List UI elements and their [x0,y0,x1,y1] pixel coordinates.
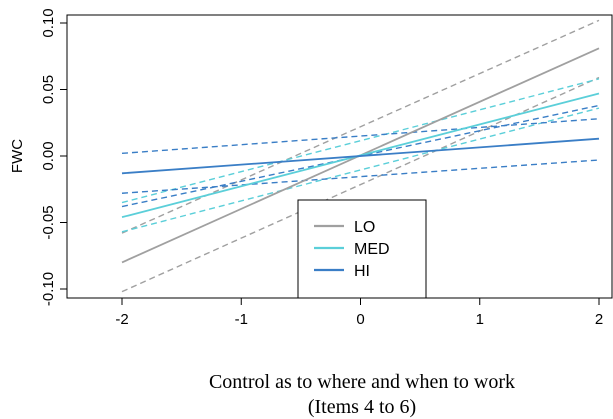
x-axis-label-line-1: Control as to where and when to work [209,371,515,393]
y-tick-label: -0.05 [40,205,57,239]
band-hi-upper [121,118,600,155]
legend-label-hi: HI [354,263,370,280]
x-tick-label: -2 [115,311,128,328]
y-tick-label: 0.00 [40,141,57,170]
legend-label-med: MED [354,241,390,258]
y-axis: -0.10 -0.05 0.00 0.05 0.10 [40,8,67,306]
x-tick-label: 1 [476,311,484,328]
x-axis: -2 -1 0 1 2 [115,298,603,328]
y-tick-label: 0.10 [40,8,57,37]
plot-lines [121,19,600,293]
x-tick-label: -1 [235,311,248,328]
x-axis-label-line-2: (Items 4 to 6) [308,396,416,418]
y-axis-label: FWC [9,139,26,173]
y-tick-label: 0.05 [40,75,57,104]
series-line-hi [121,137,600,175]
x-tick-label: 2 [595,311,603,328]
band-hi-lower [121,159,600,194]
x-tick-label: 0 [356,311,364,328]
band-med-upper [121,78,600,204]
y-tick-label: -0.10 [40,272,57,306]
band-lo-upper [121,19,600,234]
legend: LO MED HI [297,199,427,299]
legend-label-lo: LO [354,219,375,236]
band-med-lower [121,107,600,233]
